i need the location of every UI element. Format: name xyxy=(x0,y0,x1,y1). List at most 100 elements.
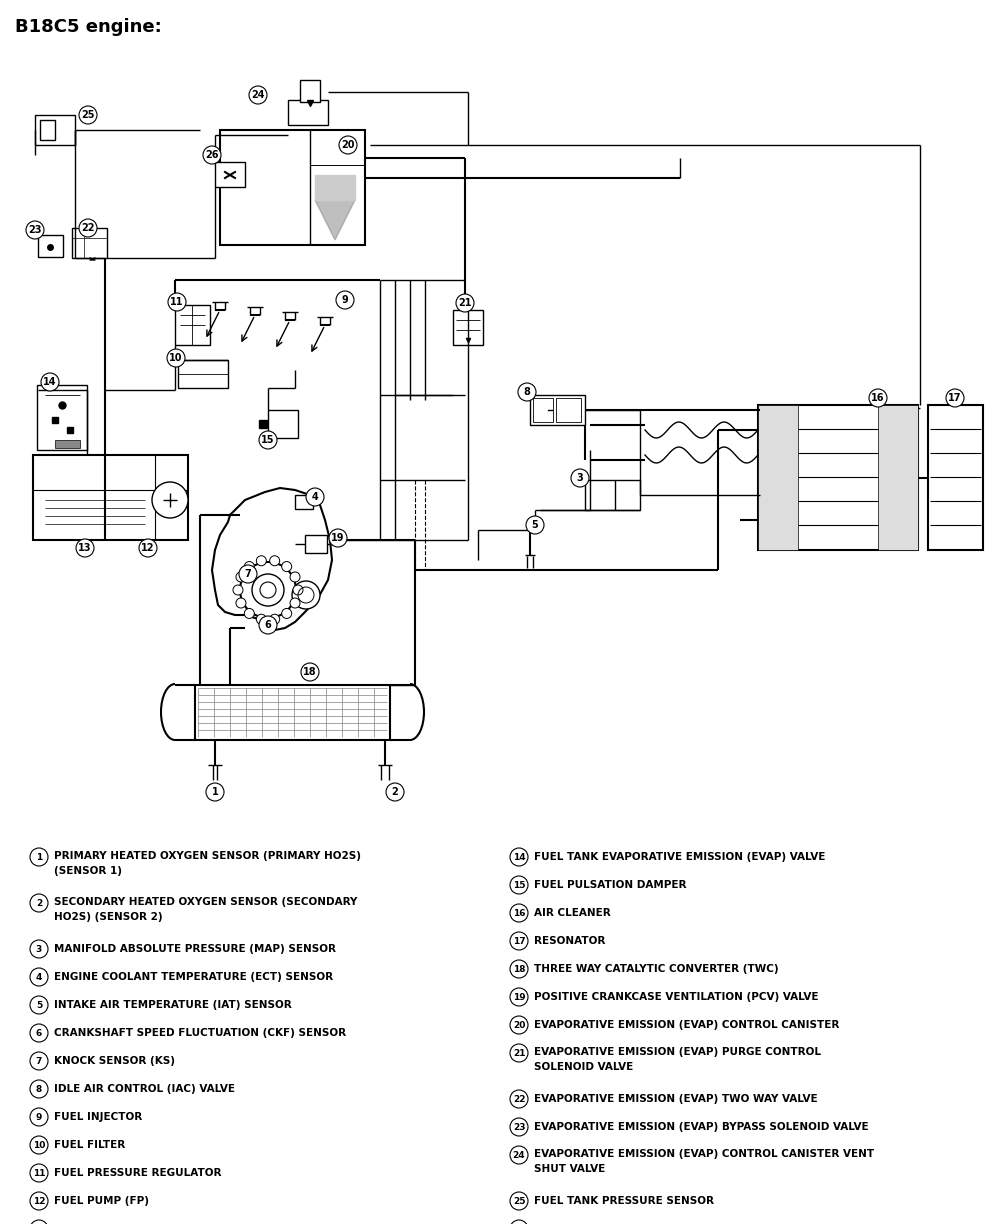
Circle shape xyxy=(139,539,157,557)
Circle shape xyxy=(30,1192,48,1211)
Circle shape xyxy=(270,556,280,565)
Circle shape xyxy=(26,222,44,239)
Circle shape xyxy=(510,1118,528,1136)
Circle shape xyxy=(510,988,528,1006)
Bar xyxy=(40,120,55,140)
Text: FUEL INJECTOR: FUEL INJECTOR xyxy=(54,1111,142,1122)
Circle shape xyxy=(510,848,528,867)
Text: 15: 15 xyxy=(261,435,275,446)
Text: HO2S) (SENSOR 2): HO2S) (SENSOR 2) xyxy=(54,912,163,922)
Text: 15: 15 xyxy=(513,880,525,890)
Text: 19: 19 xyxy=(513,993,525,1001)
Text: 8: 8 xyxy=(524,387,530,397)
Bar xyxy=(33,455,188,540)
Text: 21: 21 xyxy=(458,297,472,308)
Circle shape xyxy=(290,599,300,608)
Text: 24: 24 xyxy=(251,91,265,100)
Circle shape xyxy=(510,1146,528,1164)
Bar xyxy=(530,395,585,425)
Bar xyxy=(195,685,390,741)
Circle shape xyxy=(510,960,528,978)
Text: 6: 6 xyxy=(36,1028,42,1038)
Circle shape xyxy=(282,562,292,572)
Text: 7: 7 xyxy=(36,1056,42,1066)
Bar xyxy=(178,360,228,388)
Circle shape xyxy=(510,1220,528,1224)
Text: 23: 23 xyxy=(513,1122,525,1131)
Text: 18: 18 xyxy=(513,965,525,973)
Text: POSITIVE CRANKCASE VENTILATION (PCV) VALVE: POSITIVE CRANKCASE VENTILATION (PCV) VAL… xyxy=(534,991,818,1002)
Circle shape xyxy=(259,616,277,634)
Circle shape xyxy=(30,1164,48,1182)
Text: MANIFOLD ABSOLUTE PRESSURE (MAP) SENSOR: MANIFOLD ABSOLUTE PRESSURE (MAP) SENSOR xyxy=(54,944,336,953)
Circle shape xyxy=(236,572,246,581)
Text: 17: 17 xyxy=(513,936,525,945)
Text: FUEL PRESSURE REGULATOR: FUEL PRESSURE REGULATOR xyxy=(54,1168,222,1177)
Text: 2: 2 xyxy=(392,787,398,797)
Circle shape xyxy=(30,1136,48,1154)
Bar xyxy=(300,80,320,102)
Polygon shape xyxy=(315,175,355,200)
Text: 13: 13 xyxy=(78,543,92,553)
Text: 14: 14 xyxy=(43,377,57,387)
Circle shape xyxy=(168,293,186,311)
Text: 18: 18 xyxy=(303,667,317,677)
Text: 3: 3 xyxy=(36,945,42,953)
Circle shape xyxy=(510,1192,528,1211)
Circle shape xyxy=(293,585,303,595)
Text: 3: 3 xyxy=(577,472,583,483)
Text: EVAPORATIVE EMISSION (EVAP) TWO WAY VALVE: EVAPORATIVE EMISSION (EVAP) TWO WAY VALV… xyxy=(534,1094,818,1104)
Circle shape xyxy=(233,585,243,595)
Circle shape xyxy=(30,894,48,912)
Bar xyxy=(295,494,313,509)
Text: INTAKE AIR TEMPERATURE (IAT) SENSOR: INTAKE AIR TEMPERATURE (IAT) SENSOR xyxy=(54,1000,292,1010)
Circle shape xyxy=(301,663,319,681)
Text: 12: 12 xyxy=(33,1197,45,1206)
Circle shape xyxy=(30,940,48,958)
Text: THREE WAY CATALYTIC CONVERTER (TWC): THREE WAY CATALYTIC CONVERTER (TWC) xyxy=(534,965,779,974)
Circle shape xyxy=(526,517,544,534)
Circle shape xyxy=(240,562,296,618)
Circle shape xyxy=(203,146,221,164)
Bar xyxy=(55,439,80,448)
Text: 24: 24 xyxy=(513,1151,525,1159)
Text: 16: 16 xyxy=(871,393,885,403)
Text: 9: 9 xyxy=(36,1113,42,1121)
Circle shape xyxy=(510,1044,528,1062)
Text: ENGINE COOLANT TEMPERATURE (ECT) SENSOR: ENGINE COOLANT TEMPERATURE (ECT) SENSOR xyxy=(54,972,333,982)
Polygon shape xyxy=(315,200,355,240)
Text: RESONATOR: RESONATOR xyxy=(534,936,605,946)
Text: 16: 16 xyxy=(513,908,525,918)
Circle shape xyxy=(510,905,528,922)
Text: 26: 26 xyxy=(205,151,219,160)
Circle shape xyxy=(30,1024,48,1042)
Bar xyxy=(35,115,75,144)
Text: FUEL TANK PRESSURE SENSOR: FUEL TANK PRESSURE SENSOR xyxy=(534,1196,714,1206)
Text: IDLE AIR CONTROL (IAC) VALVE: IDLE AIR CONTROL (IAC) VALVE xyxy=(54,1084,235,1094)
Bar xyxy=(220,130,365,245)
Text: 2: 2 xyxy=(36,898,42,907)
Circle shape xyxy=(76,539,94,557)
Text: SECONDARY HEATED OXYGEN SENSOR (SECONDARY: SECONDARY HEATED OXYGEN SENSOR (SECONDAR… xyxy=(54,897,357,907)
Circle shape xyxy=(510,931,528,950)
Circle shape xyxy=(236,599,246,608)
Text: FUEL PUMP (FP): FUEL PUMP (FP) xyxy=(54,1196,149,1206)
Circle shape xyxy=(30,848,48,867)
Text: 20: 20 xyxy=(513,1021,525,1029)
Text: SOLENOID VALVE: SOLENOID VALVE xyxy=(534,1062,633,1072)
Text: 9: 9 xyxy=(342,295,348,305)
Text: FUEL TANK EVAPORATIVE EMISSION (EVAP) VALVE: FUEL TANK EVAPORATIVE EMISSION (EVAP) VA… xyxy=(534,852,825,862)
Circle shape xyxy=(510,876,528,894)
Circle shape xyxy=(306,488,324,506)
Bar xyxy=(305,535,327,553)
Text: 6: 6 xyxy=(265,621,271,630)
Circle shape xyxy=(79,219,97,237)
Circle shape xyxy=(510,1016,528,1034)
Bar xyxy=(38,235,63,257)
Circle shape xyxy=(30,1108,48,1126)
Text: 11: 11 xyxy=(33,1169,45,1177)
Circle shape xyxy=(30,1051,48,1070)
Text: 4: 4 xyxy=(312,492,318,502)
Text: 22: 22 xyxy=(513,1094,525,1104)
Text: 1: 1 xyxy=(36,852,42,862)
